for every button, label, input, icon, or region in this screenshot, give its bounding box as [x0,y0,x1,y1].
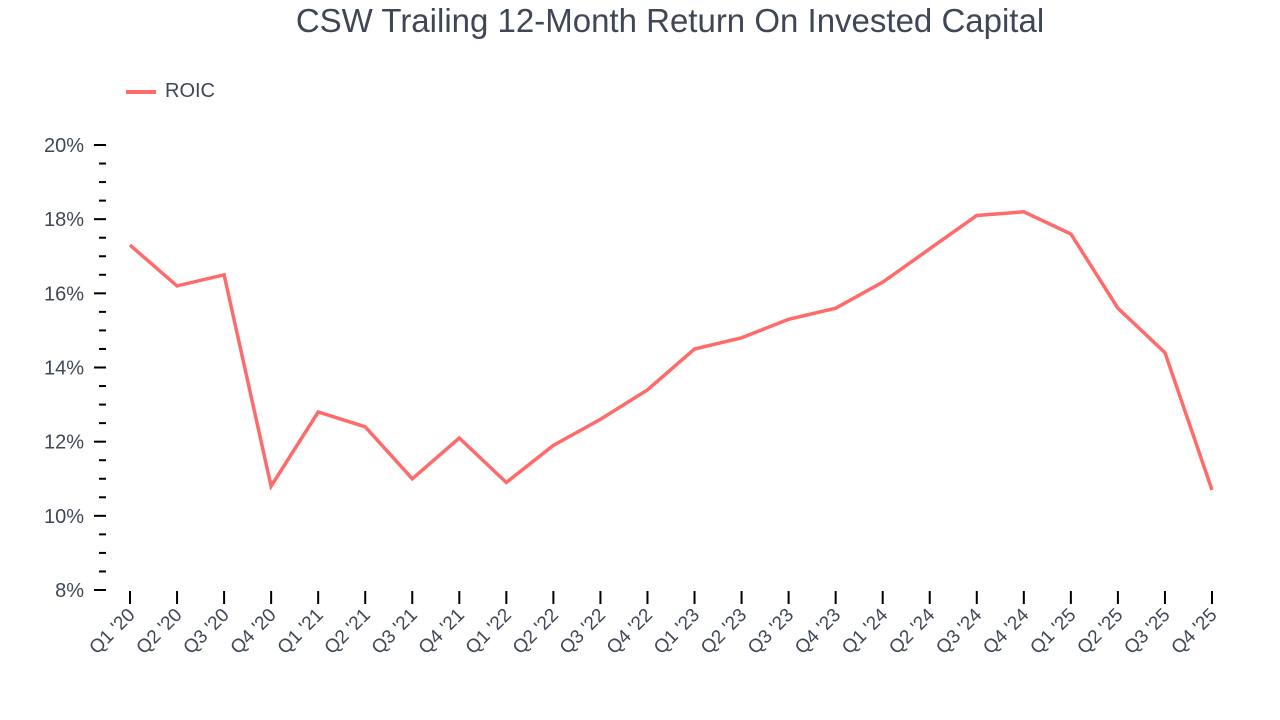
x-tick-label: Q2 '23 [697,605,751,659]
y-tick-label: 10% [44,506,84,528]
y-tick-label: 20% [44,135,84,157]
x-tick-label: Q4 '21 [415,605,469,659]
y-tick-label: 8% [55,580,84,602]
x-tick-label: Q4 '23 [791,605,845,659]
x-tick-label: Q1 '25 [1026,605,1080,659]
x-tick-label: Q4 '24 [979,604,1033,658]
x-tick-label: Q1 '24 [838,604,892,658]
y-tick-label: 14% [44,358,84,380]
y-tick-label: 12% [44,432,84,454]
x-tick-label: Q1 '22 [462,605,516,659]
x-tick-label: Q2 '25 [1073,605,1127,659]
x-tick-label: Q4 '22 [603,605,657,659]
x-tick-label: Q3 '23 [744,605,798,659]
legend: ROIC [126,80,215,103]
x-tick-label: Q2 '21 [321,605,375,659]
x-tick-label: Q1 '20 [86,605,140,659]
x-tick-label: Q3 '20 [180,605,234,659]
x-tick-label: Q3 '24 [932,604,986,658]
x-tick-label: Q3 '25 [1120,605,1174,659]
x-tick-label: Q1 '21 [274,605,328,659]
x-tick-label: Q2 '24 [885,604,939,658]
x-tick-label: Q4 '25 [1168,605,1222,659]
y-axis: 8% 10% 12% 14% 16% 18% 20% [44,135,106,602]
roic-line [128,210,1214,491]
chart-title: CSW Trailing 12-Month Return On Invested… [295,2,1045,39]
x-tick-label: Q3 '21 [368,605,422,659]
y-tick-label: 16% [44,283,84,305]
x-tick-label: Q3 '22 [556,605,610,659]
x-tick-label: Q2 '20 [133,605,187,659]
x-tick-label: Q1 '23 [650,605,704,659]
x-tick-label: Q2 '22 [509,605,563,659]
x-tick-label: Q4 '20 [227,605,281,659]
legend-swatch-roic [126,89,156,94]
legend-label-roic: ROIC [165,80,215,102]
y-tick-label: 18% [44,209,84,231]
